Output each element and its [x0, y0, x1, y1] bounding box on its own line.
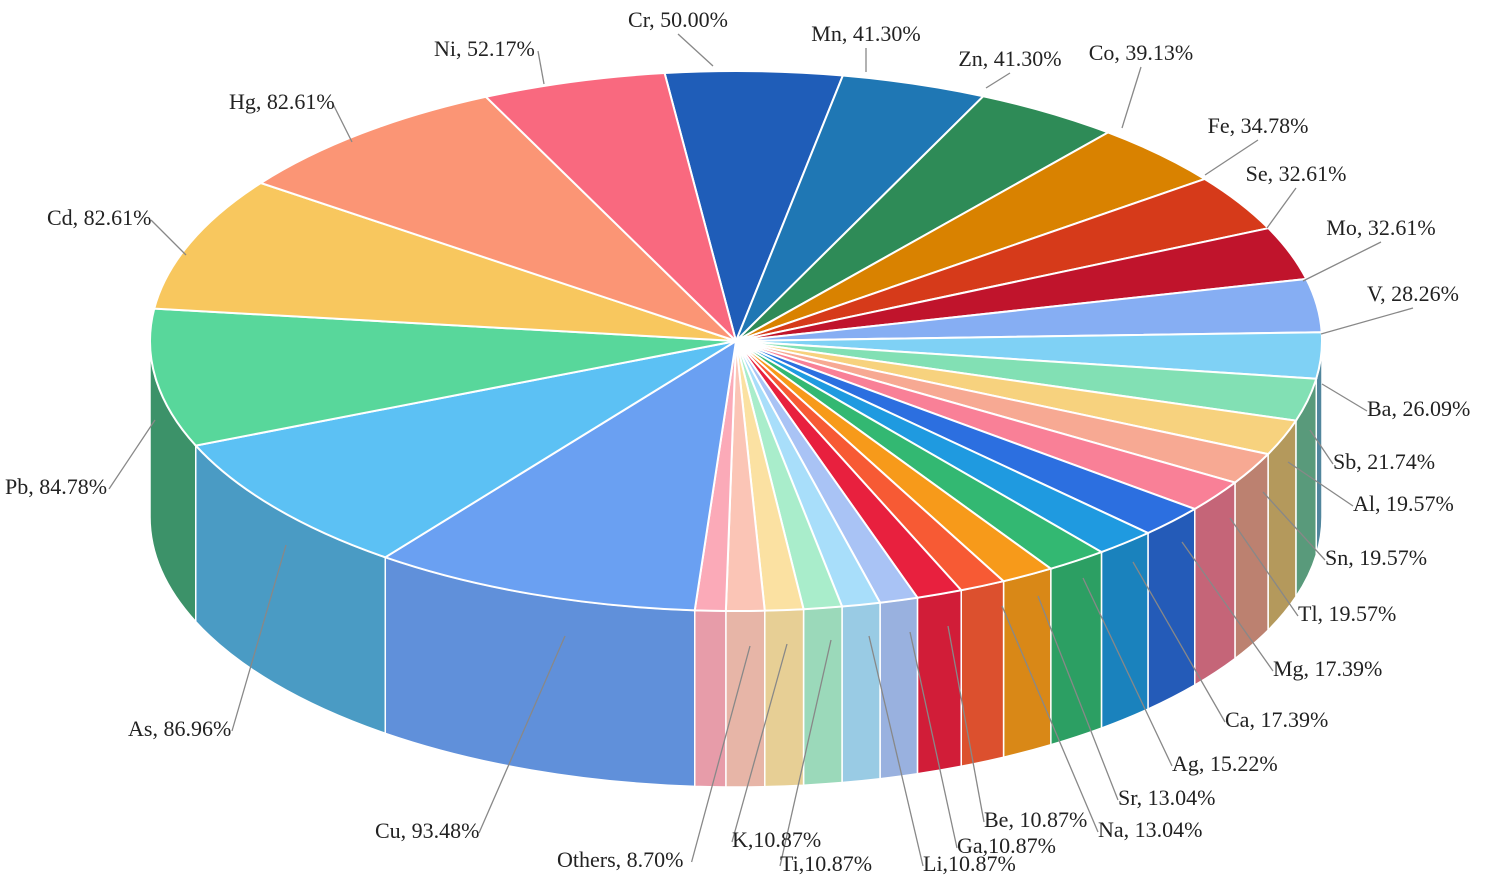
pie-side-Na	[916, 589, 962, 775]
leader-line-V	[1320, 307, 1414, 335]
slice-label-Co: Co, 39.13%	[1089, 40, 1194, 65]
pie-slice-Cu	[382, 339, 738, 612]
pie-side-Others	[693, 609, 727, 788]
slice-label-Fe: Fe, 34.78%	[1208, 113, 1309, 138]
slice-label-Mg: Mg, 17.39%	[1273, 656, 1382, 681]
leader-line-Se	[1266, 187, 1297, 229]
slice-label-Sn: Sn, 19.57%	[1325, 545, 1427, 570]
leader-line-layer	[108, 33, 1414, 867]
slice-label-Li: Li,10.87%	[923, 851, 1016, 876]
leader-line-Ag	[1082, 577, 1173, 767]
pie-slice-Pb	[149, 307, 737, 447]
leader-line-Pb	[108, 419, 156, 490]
leader-line-Ga	[909, 631, 958, 849]
pie-side-layer	[149, 340, 1323, 788]
slice-label-Others: Others, 8.70%	[557, 847, 683, 872]
slice-label-As: As, 86.96%	[128, 716, 231, 741]
slice-label-Ag: Ag, 15.22%	[1172, 751, 1278, 776]
slice-label-Cr: Cr, 50.00%	[628, 7, 728, 32]
leader-line-Ba	[1321, 383, 1368, 412]
pie-side-Sn	[1194, 481, 1236, 687]
slice-label-Cd: Cd, 82.61%	[47, 205, 152, 230]
leader-line-Al	[1287, 461, 1354, 507]
leader-line-Ni	[537, 50, 545, 85]
pie-top-layer	[149, 70, 1323, 613]
leader-line-Ti	[779, 639, 832, 867]
slice-label-Cu: Cu, 93.48%	[375, 818, 480, 843]
leader-line-Sr	[1037, 595, 1119, 801]
leader-line-Fe	[1204, 139, 1259, 176]
leader-line-Others	[690, 645, 751, 863]
slice-label-layer: Cr, 50.00% Mn, 41.30% Zn, 41.30% Co, 39.13%…	[5, 7, 1470, 876]
slice-label-Ba: Ba, 26.09%	[1367, 396, 1470, 421]
slice-label-Ti: Ti,10.87%	[780, 851, 872, 876]
slice-label-Al: Al, 19.57%	[1353, 491, 1454, 516]
slice-label-Mo: Mo, 32.61%	[1326, 215, 1435, 240]
leader-line-Hg	[332, 103, 353, 143]
slice-label-Sb: Sb, 21.74%	[1333, 449, 1435, 474]
slice-label-Na: Na, 13.04%	[1098, 817, 1202, 842]
slice-label-Sr: Sr, 13.04%	[1118, 785, 1216, 810]
slice-label-Be: Be, 10.87%	[984, 807, 1087, 832]
leader-line-As	[231, 544, 287, 732]
leader-line-Co	[1121, 66, 1142, 129]
leader-line-Li	[868, 635, 924, 867]
slice-label-Ni: Ni, 52.17%	[434, 36, 535, 61]
pie-side-Ga	[841, 601, 881, 784]
slice-label-Hg: Hg, 82.61%	[229, 89, 335, 114]
slice-label-Pb: Pb, 84.78%	[5, 474, 107, 499]
slice-label-K: K,10.87%	[732, 827, 821, 852]
leader-line-Sn	[1262, 491, 1326, 561]
leader-line-K	[731, 643, 788, 843]
leader-line-Cd	[150, 219, 187, 256]
leader-line-Be	[947, 625, 985, 823]
leader-line-Cr	[677, 33, 714, 67]
pie-slice-Hg	[258, 95, 737, 342]
pie-slice-Ni	[483, 71, 738, 345]
slice-label-V: V, 28.26%	[1367, 281, 1459, 306]
leader-line-Mo	[1302, 241, 1382, 282]
pie-side-Be	[879, 596, 919, 780]
leader-line-Tl	[1229, 517, 1299, 617]
leader-line-Na	[1001, 605, 1099, 833]
pie-side-K	[725, 609, 766, 788]
pie-side-Tl	[1147, 507, 1196, 711]
pie-side-Ag	[1002, 567, 1052, 759]
leader-line-Mg	[1181, 541, 1274, 672]
pie-side-Sb	[1267, 418, 1297, 632]
slice-label-Ca: Ca, 17.39%	[1225, 707, 1328, 732]
leader-line-Zn	[985, 72, 1011, 89]
slice-label-Se: Se, 32.61%	[1246, 161, 1347, 186]
pie-slice-Cd	[152, 181, 737, 342]
slice-label-Ga: Ga,10.87%	[957, 833, 1056, 858]
pie-slice-Cr	[663, 70, 845, 345]
pie-side-Al	[1234, 452, 1269, 661]
pie-slice-As	[193, 340, 737, 559]
slice-label-Mn: Mn, 41.30%	[811, 21, 920, 46]
pie-side-Ti	[764, 608, 805, 788]
leader-line-Ca	[1132, 561, 1226, 723]
leader-line-Sb	[1309, 429, 1334, 465]
slice-label-Tl: Tl, 19.57%	[1298, 601, 1396, 626]
pie-side-Li	[802, 605, 843, 786]
leader-line-Cu	[478, 635, 566, 834]
slice-label-Zn: Zn, 41.30%	[958, 46, 1061, 71]
pie-side-Sr	[960, 580, 1005, 768]
